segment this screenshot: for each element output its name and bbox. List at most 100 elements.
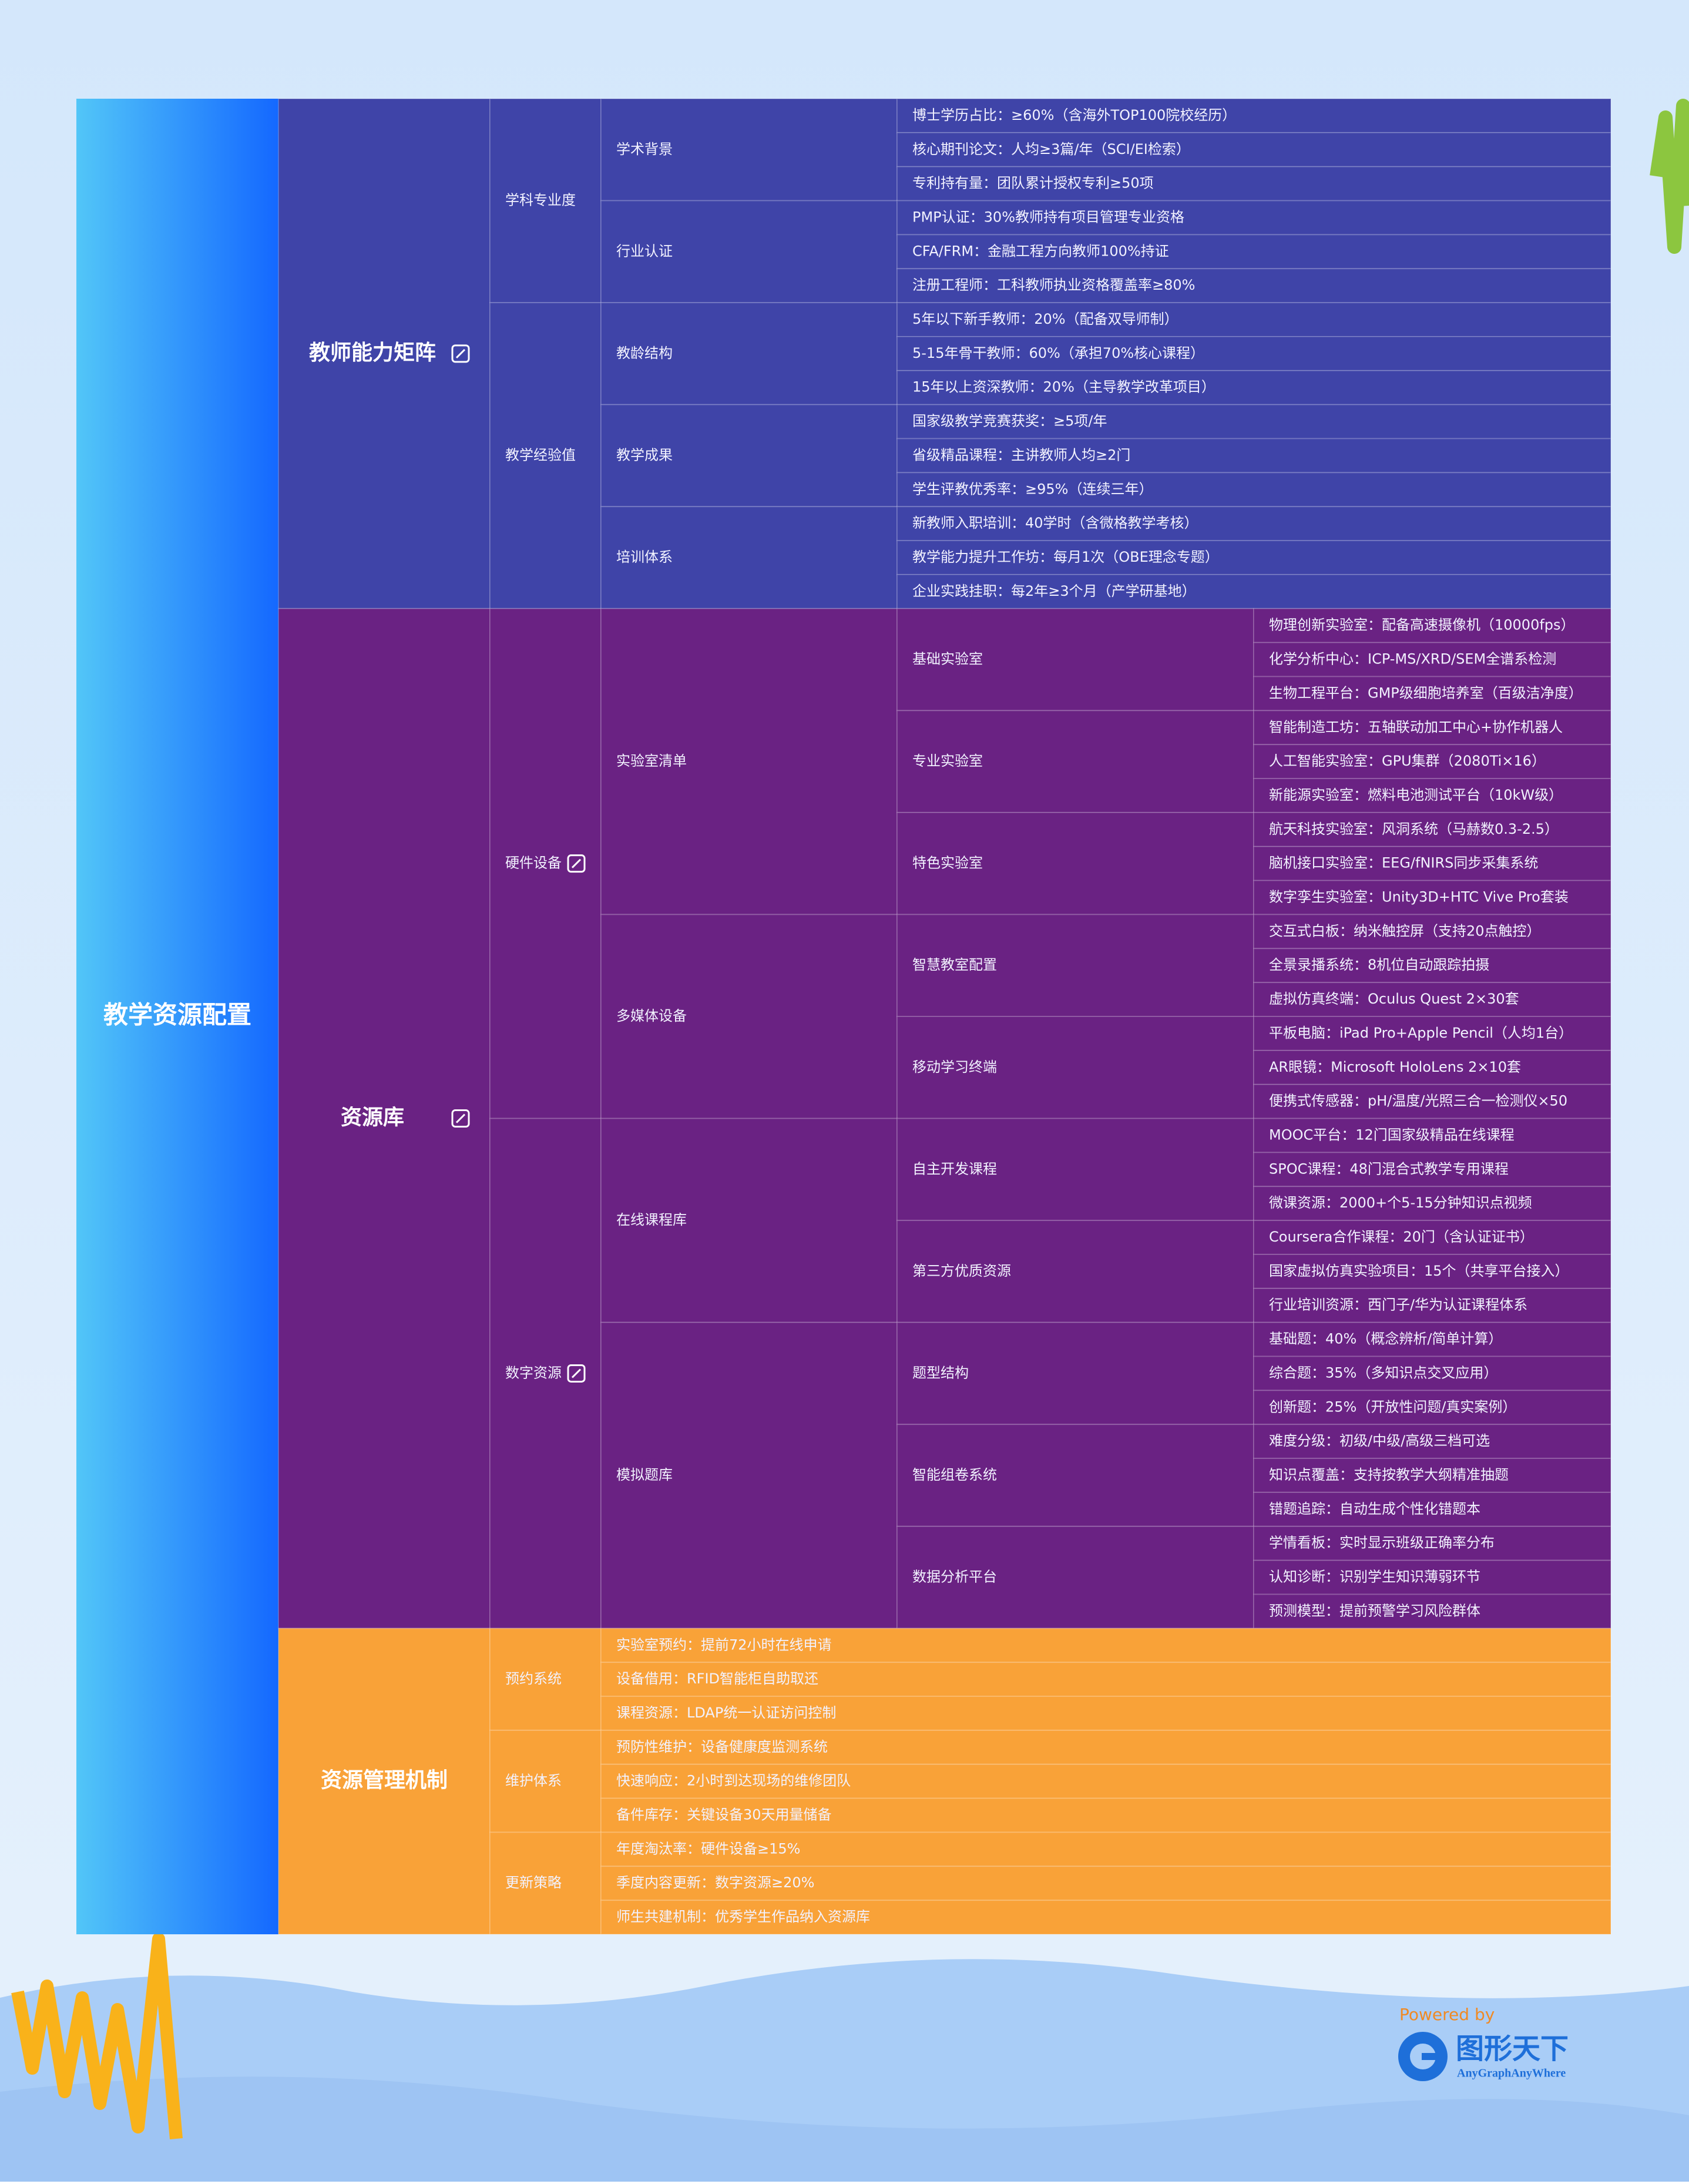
node-cell [278, 1628, 491, 1935]
leaf-cell [1253, 1253, 1611, 1289]
leaf-cell [600, 1866, 1611, 1901]
leaf-label: 注册工程师：工科教师执业资格覆盖率≥80% [912, 277, 1195, 293]
leaf-cell [896, 573, 1611, 609]
leaf-label: 5-15年骨干教师：60%（承担70%核心课程） [912, 345, 1204, 361]
leaf-cell [896, 540, 1611, 575]
node-cell [896, 811, 1254, 915]
leaf-label: 快速响应：2小时到达现场的维修团队 [616, 1773, 851, 1789]
leaf-cell [1253, 948, 1611, 984]
link-icon [571, 1368, 582, 1378]
node-cell [896, 1220, 1254, 1323]
leaf-cell [1253, 811, 1611, 847]
node-cell [600, 302, 898, 405]
node-cell [278, 98, 491, 609]
leaf-cell [896, 438, 1611, 474]
leaf-label: 错题追踪：自动生成个性化错题本 [1269, 1501, 1480, 1517]
leaf-cell [1253, 982, 1611, 1018]
leaf-label: 备件库存：关键设备30天用量储备 [616, 1807, 832, 1823]
node-cell [896, 914, 1254, 1018]
leaf-cell [896, 302, 1611, 337]
leaf-cell [600, 1831, 1611, 1867]
node-label: 移动学习终端 [912, 1059, 997, 1075]
leaf-label: 实验室预约：提前72小时在线申请 [616, 1636, 832, 1653]
leaf-label: 行业培训资源：西门子/华为认证课程体系 [1269, 1297, 1527, 1313]
leaf-label: 国家级教学竞赛获奖：≥5项/年 [912, 413, 1107, 430]
leaf-cell [1253, 608, 1611, 643]
section-label: 资源库 [341, 1106, 404, 1130]
leaf-cell [896, 166, 1611, 202]
leaf-cell [1253, 778, 1611, 813]
leaf-label: CFA/FRM：金融工程方向教师100%持证 [912, 243, 1169, 259]
background-wave [0, 2076, 1689, 2182]
node-cell [600, 1118, 898, 1323]
node-label: 实验室清单 [616, 753, 687, 769]
leaf-cell [600, 1729, 1611, 1765]
node-cell [896, 608, 1254, 712]
node-label: 教龄结构 [616, 345, 673, 361]
leaf-label: 交互式白板：纳米触控屏（支持20点触控） [1269, 922, 1541, 939]
leaf-cell [1253, 710, 1611, 746]
node-label: 教学成果 [616, 447, 673, 463]
node-label: 更新策略 [505, 1874, 562, 1891]
leaf-cell [896, 200, 1611, 236]
leaf-label: 便携式传感器：pH/温度/光照三合一检测仪×50 [1269, 1093, 1567, 1109]
leaf-label: 难度分级：初级/中级/高级三档可选 [1269, 1432, 1490, 1449]
node-cell [600, 404, 898, 508]
leaf-cell [1253, 1356, 1611, 1391]
leaf-label: 物理创新实验室：配备高速摄像机（10000fps） [1269, 617, 1575, 633]
leaf-label: PMP认证：30%教师持有项目管理专业资格 [912, 209, 1184, 225]
leaf-label: 新教师入职培训：40学时（含微格教学考核） [912, 515, 1198, 531]
node-cell [600, 200, 898, 304]
leaf-cell [1253, 1525, 1611, 1561]
node-label: 特色实验室 [912, 855, 983, 871]
leaf-cell [600, 1900, 1611, 1935]
leaf-label: 微课资源：2000+个5-15分钟知识点视频 [1269, 1195, 1532, 1211]
node-label: 在线课程库 [616, 1212, 687, 1228]
section-label: 资源管理机制 [321, 1769, 448, 1793]
logo [1422, 2053, 1439, 2060]
node-label: 预约系统 [505, 1670, 562, 1687]
leaf-cell [896, 404, 1611, 440]
leaf-cell [600, 1662, 1611, 1697]
leaf-cell [600, 1797, 1611, 1833]
leaf-label: Coursera合作课程：20门（含认证证书） [1269, 1229, 1534, 1245]
tree: 教师能力矩阵 学科专业度 学术背景 博士学历占比：≥60%（含海外TOP100院校经历… [278, 98, 1611, 1935]
root-node [76, 99, 278, 1934]
leaf-label: MOOC平台：12门国家级精品在线课程 [1269, 1126, 1515, 1143]
node-label: 行业认证 [616, 243, 673, 259]
brand: 图形天下 [1456, 2032, 1569, 2065]
leaf-cell [1253, 1220, 1611, 1255]
node-cell [489, 1628, 602, 1731]
node-label: 硬件设备 [505, 855, 562, 871]
node-label: 培训体系 [616, 549, 673, 565]
leaf-cell [1253, 1118, 1611, 1153]
leaf-cell [896, 132, 1611, 167]
leaf-label: 学情看板：实时显示班级正确率分布 [1269, 1535, 1495, 1551]
node-cell [489, 1831, 602, 1935]
leaf-cell [896, 268, 1611, 304]
node-cell [600, 1321, 898, 1629]
leaf-cell [1253, 1152, 1611, 1187]
leaf-label: 生物工程平台：GMP级细胞培养室（百级洁净度） [1269, 685, 1583, 701]
leaf-label: 虚拟仿真终端：Oculus Quest 2×30套 [1269, 991, 1519, 1007]
leaf-cell [1253, 1559, 1611, 1595]
leaf-cell [1253, 1491, 1611, 1527]
leaf-label: 数字孪生实验室：Unity3D+HTC Vive Pro套装 [1269, 889, 1569, 905]
leaf-cell [1253, 846, 1611, 881]
leaf-label: 基础题：40%（概念辨析/简单计算） [1269, 1331, 1502, 1347]
node-label: 第三方优质资源 [912, 1263, 1011, 1279]
leaf-label: 学生评教优秀率：≥95%（连续三年） [912, 481, 1153, 497]
leaf-cell [1253, 1424, 1611, 1460]
node-label: 基础实验室 [912, 651, 983, 667]
node-label: 题型结构 [912, 1364, 969, 1381]
leaf-label: 课程资源：LDAP统一认证访问控制 [616, 1705, 836, 1721]
node-label: 教学经验值 [505, 447, 576, 463]
leaf-label: 季度内容更新：数字资源≥20% [616, 1874, 814, 1891]
link-icon [567, 1364, 586, 1383]
leaf-cell [600, 1696, 1611, 1731]
node-label: 模拟题库 [616, 1467, 673, 1483]
leaf-label: 人工智能实验室：GPU集群（2080Ti×16） [1269, 753, 1546, 769]
leaf-label: 预测模型：提前预警学习风险群体 [1269, 1602, 1480, 1619]
node-cell [896, 1016, 1254, 1119]
